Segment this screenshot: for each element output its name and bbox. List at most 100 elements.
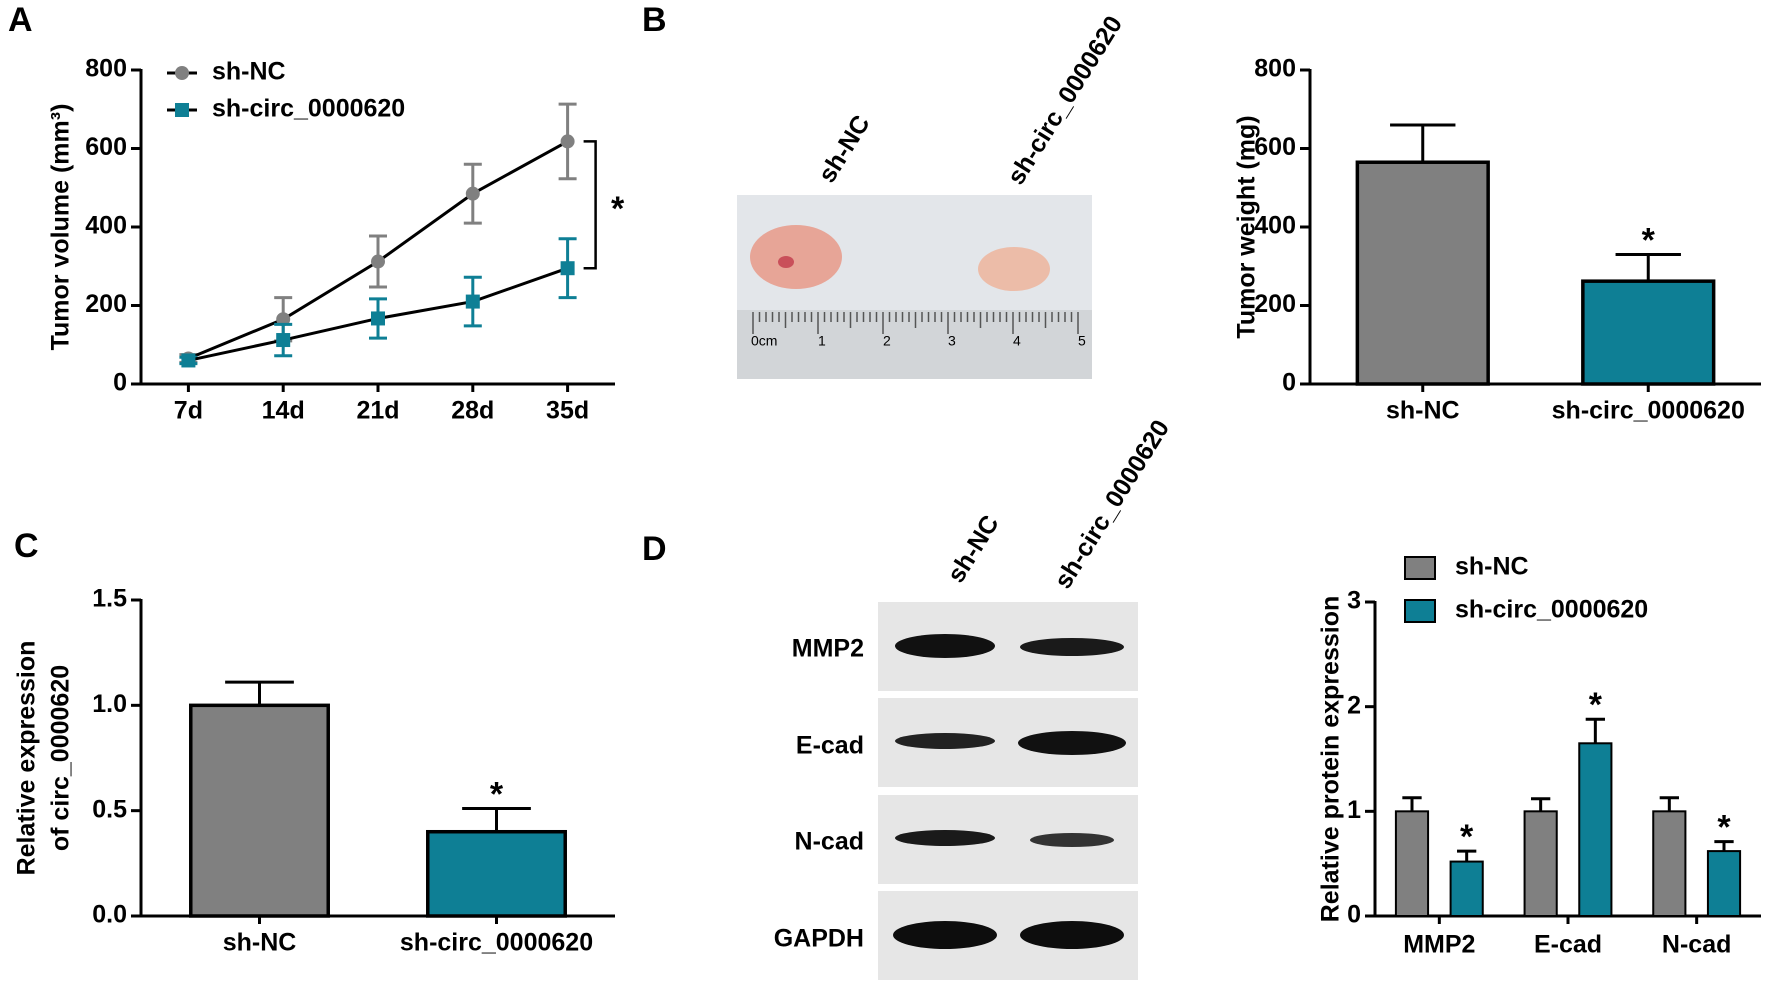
error-bar xyxy=(1714,840,1734,852)
x-tick-label: sh-NC xyxy=(223,929,297,957)
y-tick-label: 0.5 xyxy=(92,795,127,823)
marker xyxy=(371,311,385,326)
y-tick-label: 800 xyxy=(1254,55,1296,83)
x-tick-label: E-cad xyxy=(1534,931,1602,959)
y-tick-label: 600 xyxy=(1254,133,1296,161)
ruler-ticks xyxy=(752,312,1079,334)
significance-label: * xyxy=(1460,818,1474,856)
legend-marker xyxy=(175,66,189,80)
error-bar xyxy=(1390,123,1456,163)
bar xyxy=(1394,810,1430,917)
y-axis-label: Tumor volume (mm³) xyxy=(47,104,75,351)
legend-label: sh-circ_0000620 xyxy=(1455,596,1648,624)
ruler-label: 1 xyxy=(818,333,826,349)
ruler-label: 5 xyxy=(1078,333,1086,349)
significance-label: * xyxy=(1642,221,1656,259)
blot-band xyxy=(1018,731,1126,755)
bar xyxy=(426,829,567,918)
bar xyxy=(1652,810,1687,917)
blot-band xyxy=(1020,921,1124,949)
error-bar xyxy=(1615,252,1681,282)
x-tick-label: 35d xyxy=(546,397,589,425)
bar xyxy=(1706,850,1742,918)
y-tick-label: 400 xyxy=(85,212,127,240)
marker xyxy=(465,186,480,201)
bar xyxy=(1523,810,1558,917)
blot-band xyxy=(895,830,995,846)
error-bar xyxy=(1531,797,1551,812)
photo-label: sh-NC xyxy=(813,110,876,187)
legend-swatch xyxy=(1404,556,1436,580)
blot-band xyxy=(1020,638,1124,656)
y-tick-label: 3 xyxy=(1347,587,1361,615)
error-bar xyxy=(1402,796,1422,812)
x-tick-label: sh-NC xyxy=(1386,397,1460,425)
y-tick-label: 800 xyxy=(85,55,127,83)
error-bar xyxy=(225,680,294,706)
y-axis-label: Relative expression xyxy=(13,641,41,876)
ruler-label: 0cm xyxy=(751,333,777,349)
marker xyxy=(560,261,575,276)
y-tick-label: 0 xyxy=(113,369,127,397)
blot-band xyxy=(895,733,995,749)
y-tick-label: 0.0 xyxy=(92,901,127,929)
error-bar xyxy=(462,807,531,832)
legend-label: sh-circ_0000620 xyxy=(212,95,405,123)
y-axis-label: of circ_0000620 xyxy=(47,665,75,851)
legend-swatch xyxy=(1404,599,1436,623)
significance-label: * xyxy=(611,190,625,228)
ruler-label: 3 xyxy=(948,333,956,349)
marker xyxy=(276,312,291,327)
y-axis-label: Tumor weight (mg) xyxy=(1233,115,1261,338)
x-tick-label: 7d xyxy=(174,397,203,425)
tumor-spot xyxy=(778,256,794,268)
bar xyxy=(1355,160,1490,386)
significance-label: * xyxy=(1717,809,1731,847)
y-tick-label: 1.0 xyxy=(92,690,127,718)
tumor xyxy=(750,225,842,289)
marker xyxy=(276,333,291,348)
y-tick-label: 0 xyxy=(1282,369,1296,397)
significance-label: * xyxy=(1589,686,1603,724)
y-tick-label: 200 xyxy=(85,290,127,318)
ruler-label: 4 xyxy=(1013,333,1021,349)
blot-band xyxy=(1030,833,1114,847)
blot-column-label: sh-circ_0000620 xyxy=(1049,415,1175,594)
y-tick-label: 600 xyxy=(85,133,127,161)
x-tick-label: sh-circ_0000620 xyxy=(1552,397,1745,425)
y-axis-label: Relative protein expression xyxy=(1317,596,1345,923)
error-bar xyxy=(1659,796,1679,812)
y-tick-label: 0 xyxy=(1347,901,1361,929)
error-bar xyxy=(1457,849,1477,862)
panel-label: C xyxy=(14,527,39,565)
tumor xyxy=(978,247,1050,291)
y-tick-label: 2 xyxy=(1347,691,1361,719)
blot-row-label: GAPDH xyxy=(774,925,864,953)
blot-band xyxy=(893,921,997,949)
x-tick-label: 28d xyxy=(451,397,494,425)
marker xyxy=(371,254,385,269)
western-blot xyxy=(878,602,1138,980)
ruler-label: 2 xyxy=(883,333,891,349)
marker xyxy=(560,134,575,149)
marker xyxy=(181,353,196,368)
error-bar xyxy=(1585,717,1605,744)
photo-label: sh-circ_0000620 xyxy=(1002,11,1128,190)
x-tick-label: 14d xyxy=(262,397,305,425)
panel-label: D xyxy=(642,530,667,568)
y-tick-label: 400 xyxy=(1254,212,1296,240)
panel-label: B xyxy=(642,1,667,39)
x-tick-label: N-cad xyxy=(1662,931,1731,959)
marker xyxy=(465,294,480,309)
x-tick-label: MMP2 xyxy=(1403,931,1475,959)
bar xyxy=(1449,860,1484,917)
bar xyxy=(189,703,330,918)
blot-row-label: N-cad xyxy=(795,828,864,856)
blot-row-label: MMP2 xyxy=(792,635,864,663)
significance-bracket xyxy=(583,140,597,270)
x-tick-label: 21d xyxy=(356,397,399,425)
blot-column-label: sh-NC xyxy=(942,510,1005,587)
legend-label: sh-NC xyxy=(1455,553,1529,581)
